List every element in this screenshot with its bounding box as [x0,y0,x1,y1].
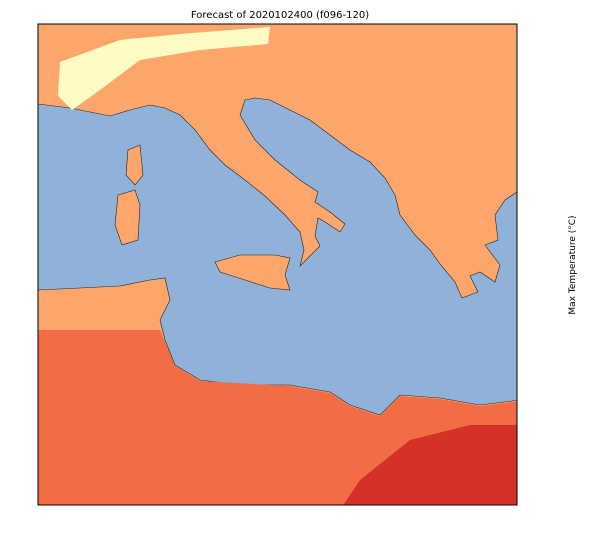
land-sardinia [114,189,141,246]
land-africa-hot [343,425,517,505]
land-corsica [125,144,144,186]
map-area [38,24,517,505]
land-alps [58,27,270,110]
land-sicily [214,254,291,291]
map-title: Forecast of 2020102400 (f096-120) [191,10,369,21]
map-frame [37,23,518,506]
colorbar-label: Max Temperature (°C) [568,215,578,314]
land-europe [38,24,517,299]
